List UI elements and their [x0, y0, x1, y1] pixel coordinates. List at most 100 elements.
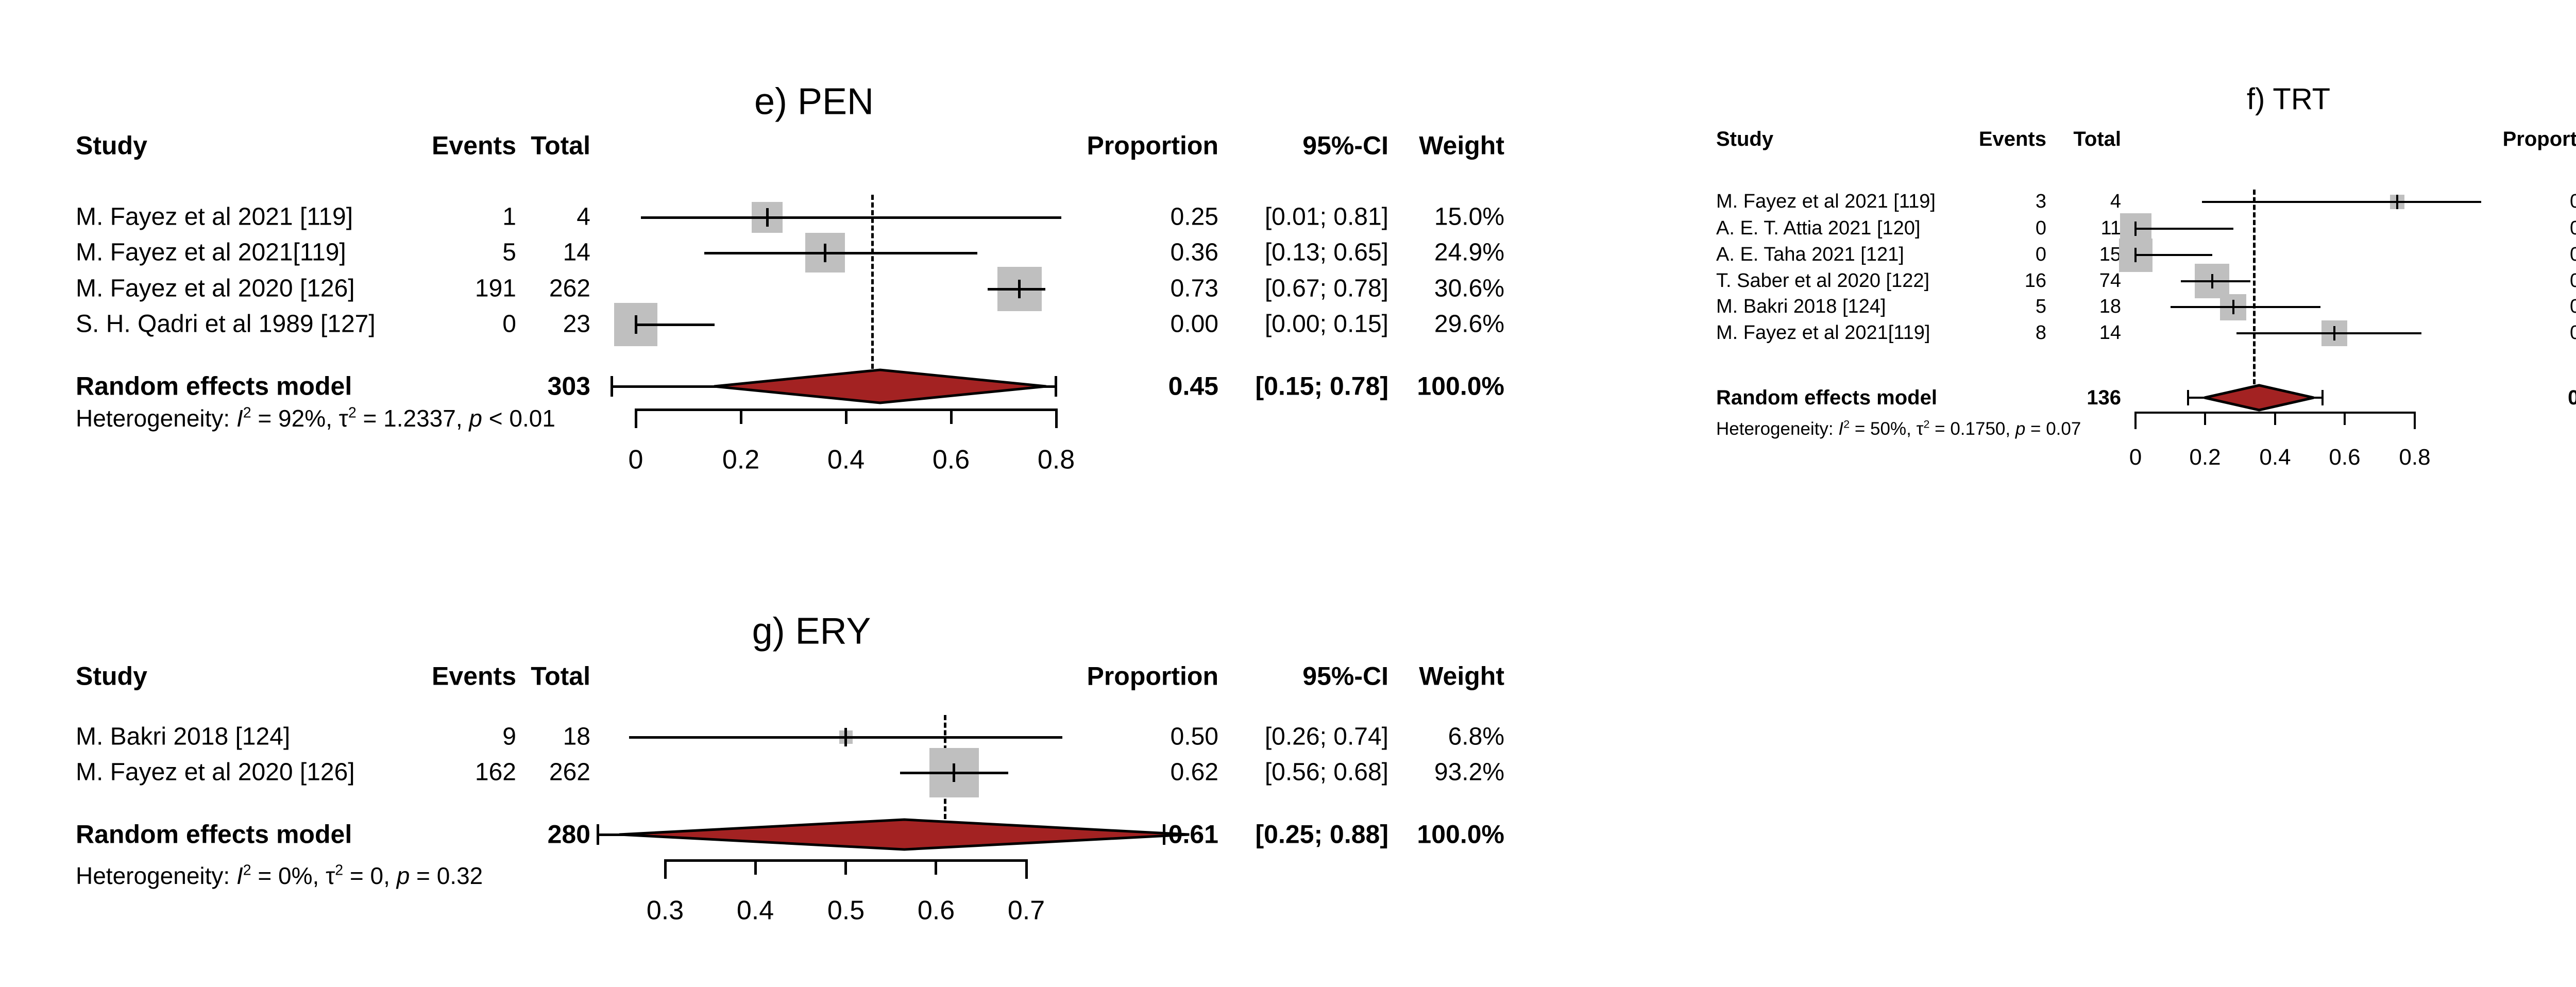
x-axis-tick — [845, 409, 848, 424]
x-axis-tick-label: 0.4 — [827, 445, 865, 475]
x-axis-tick-label: 0.6 — [917, 895, 955, 926]
events-value: 162 — [474, 758, 516, 786]
ci-value: [0.67; 0.78] — [1264, 275, 1388, 302]
ci-line — [2202, 201, 2481, 203]
summary-weight: 100.0% — [1417, 820, 1504, 849]
estimate-tick — [766, 208, 769, 227]
estimate-tick — [2333, 326, 2335, 341]
col-header-study: Study — [76, 661, 147, 691]
ci-line — [2181, 280, 2250, 282]
heterogeneity-segment: 2 — [348, 404, 357, 421]
total-value: 14 — [2099, 322, 2121, 344]
heterogeneity-segment: I — [1838, 418, 1844, 439]
col-header-total: Total — [531, 131, 590, 160]
x-axis-tick-label: 0.8 — [2399, 444, 2431, 470]
heterogeneity-note: Heterogeneity: I2 = 50%, τ2 = 0.1750, p … — [1716, 418, 2081, 439]
estimate-tick — [2232, 300, 2234, 314]
estimate-tick — [844, 728, 847, 746]
heterogeneity-segment: = 0%, — [251, 862, 326, 889]
col-header-events: Events — [432, 661, 516, 691]
estimate-tick — [2396, 195, 2398, 209]
x-axis-tick — [2274, 412, 2276, 425]
summary-interval-cap-right — [1055, 376, 1057, 397]
ci-value: [0.26; 0.74] — [1264, 723, 1388, 751]
summary-interval-cap-left — [2187, 390, 2189, 405]
ci-value: [0.00; 0.15] — [1264, 310, 1388, 338]
total-value: 14 — [563, 239, 590, 266]
weight-value: 6.8% — [1448, 723, 1504, 751]
study-name: A. E. Taha 2021 [121] — [1716, 244, 1904, 266]
total-value: 262 — [549, 275, 590, 302]
proportion-value: 0.57 — [2570, 322, 2576, 344]
total-value: 11 — [2100, 217, 2121, 240]
weight-value: 93.2% — [1434, 758, 1504, 786]
weight-value: 29.6% — [1434, 310, 1504, 338]
col-header-ci: 95%-CI — [1302, 131, 1388, 160]
summary-diamond — [2202, 383, 2316, 412]
total-value: 262 — [549, 758, 590, 786]
panel-title: f) TRT — [2246, 82, 2331, 116]
heterogeneity-segment: I — [236, 862, 243, 889]
heterogeneity-segment: p — [2015, 418, 2026, 439]
x-axis-tick-label: 0.2 — [722, 445, 760, 475]
col-header-proportion: Proportion — [1087, 661, 1218, 691]
study-name: M. Fayez et al 2020 [126] — [76, 275, 355, 302]
proportion-value: 0.36 — [1170, 239, 1218, 266]
heterogeneity-segment: = 0.32 — [410, 862, 483, 889]
study-name: S. H. Qadri et al 1989 [127] — [76, 310, 376, 338]
heterogeneity-segment: = 50%, — [1850, 418, 1917, 439]
summary-interval-cap-left — [611, 376, 613, 397]
study-name: T. Saber et al 2020 [122] — [1716, 270, 1930, 292]
events-value: 5 — [502, 239, 516, 266]
panel-title: e) PEN — [754, 81, 874, 123]
col-header-events: Events — [1978, 128, 2046, 150]
col-header-weight: Weight — [1419, 661, 1504, 691]
summary-total: 303 — [547, 371, 590, 401]
study-name: M. Fayez et al 2021 [119] — [76, 203, 353, 231]
ci-line — [636, 324, 715, 326]
summary-proportion: 0.45 — [1168, 371, 1218, 401]
weight-value: 15.0% — [1434, 203, 1504, 231]
study-name: M. Bakri 2018 [124] — [76, 723, 291, 751]
heterogeneity-note: Heterogeneity: I2 = 0%, τ2 = 0, p = 0.32 — [76, 862, 483, 889]
x-axis-tick — [2204, 412, 2206, 425]
x-axis-tick-label: 0.3 — [646, 895, 684, 926]
x-axis-tick — [635, 409, 637, 428]
x-axis-tick — [2344, 412, 2346, 425]
col-header-events: Events — [432, 131, 516, 160]
x-axis-tick — [740, 409, 742, 424]
heterogeneity-segment: 2 — [1923, 417, 1930, 431]
weight-value: 24.9% — [1434, 239, 1504, 266]
heterogeneity-segment: p — [469, 404, 482, 432]
ci-value: [0.56; 0.68] — [1264, 758, 1388, 786]
total-value: 4 — [2110, 191, 2121, 213]
heterogeneity-segment: Heterogeneity: — [76, 404, 236, 432]
x-axis-tick — [754, 859, 757, 875]
x-axis-tick — [844, 859, 847, 875]
overall-estimate-dashed-line — [871, 195, 874, 369]
col-header-proportion: Proportion — [2502, 128, 2576, 150]
proportion-value: 0.00 — [1170, 310, 1218, 338]
heterogeneity-segment: p — [396, 862, 410, 889]
study-name: M. Fayez et al 2020 [126] — [76, 758, 355, 786]
summary-label: Random effects model — [1716, 386, 1937, 409]
estimate-tick — [824, 244, 826, 262]
heterogeneity-segment: = 0, — [343, 862, 397, 889]
summary-diamond — [712, 368, 1048, 405]
heterogeneity-segment: τ — [326, 862, 335, 889]
events-value: 0 — [2035, 244, 2046, 266]
x-axis-tick-label: 0.5 — [827, 895, 865, 926]
col-header-ci: 95%-CI — [1302, 661, 1388, 691]
summary-weight: 100.0% — [1417, 371, 1504, 401]
heterogeneity-segment: 2 — [243, 862, 251, 879]
heterogeneity-note: Heterogeneity: I2 = 92%, τ2 = 1.2337, p … — [76, 405, 555, 432]
events-value: 5 — [2035, 296, 2046, 318]
proportion-value: 0.25 — [1170, 203, 1218, 231]
summary-ci: [0.15; 0.78] — [1255, 371, 1388, 401]
summary-proportion: 0.34 — [2568, 386, 2576, 409]
total-value: 18 — [2099, 296, 2121, 318]
heterogeneity-segment: 2 — [335, 862, 344, 879]
col-header-total: Total — [2073, 128, 2121, 150]
ci-line — [988, 288, 1045, 291]
summary-diamond — [617, 818, 1191, 852]
